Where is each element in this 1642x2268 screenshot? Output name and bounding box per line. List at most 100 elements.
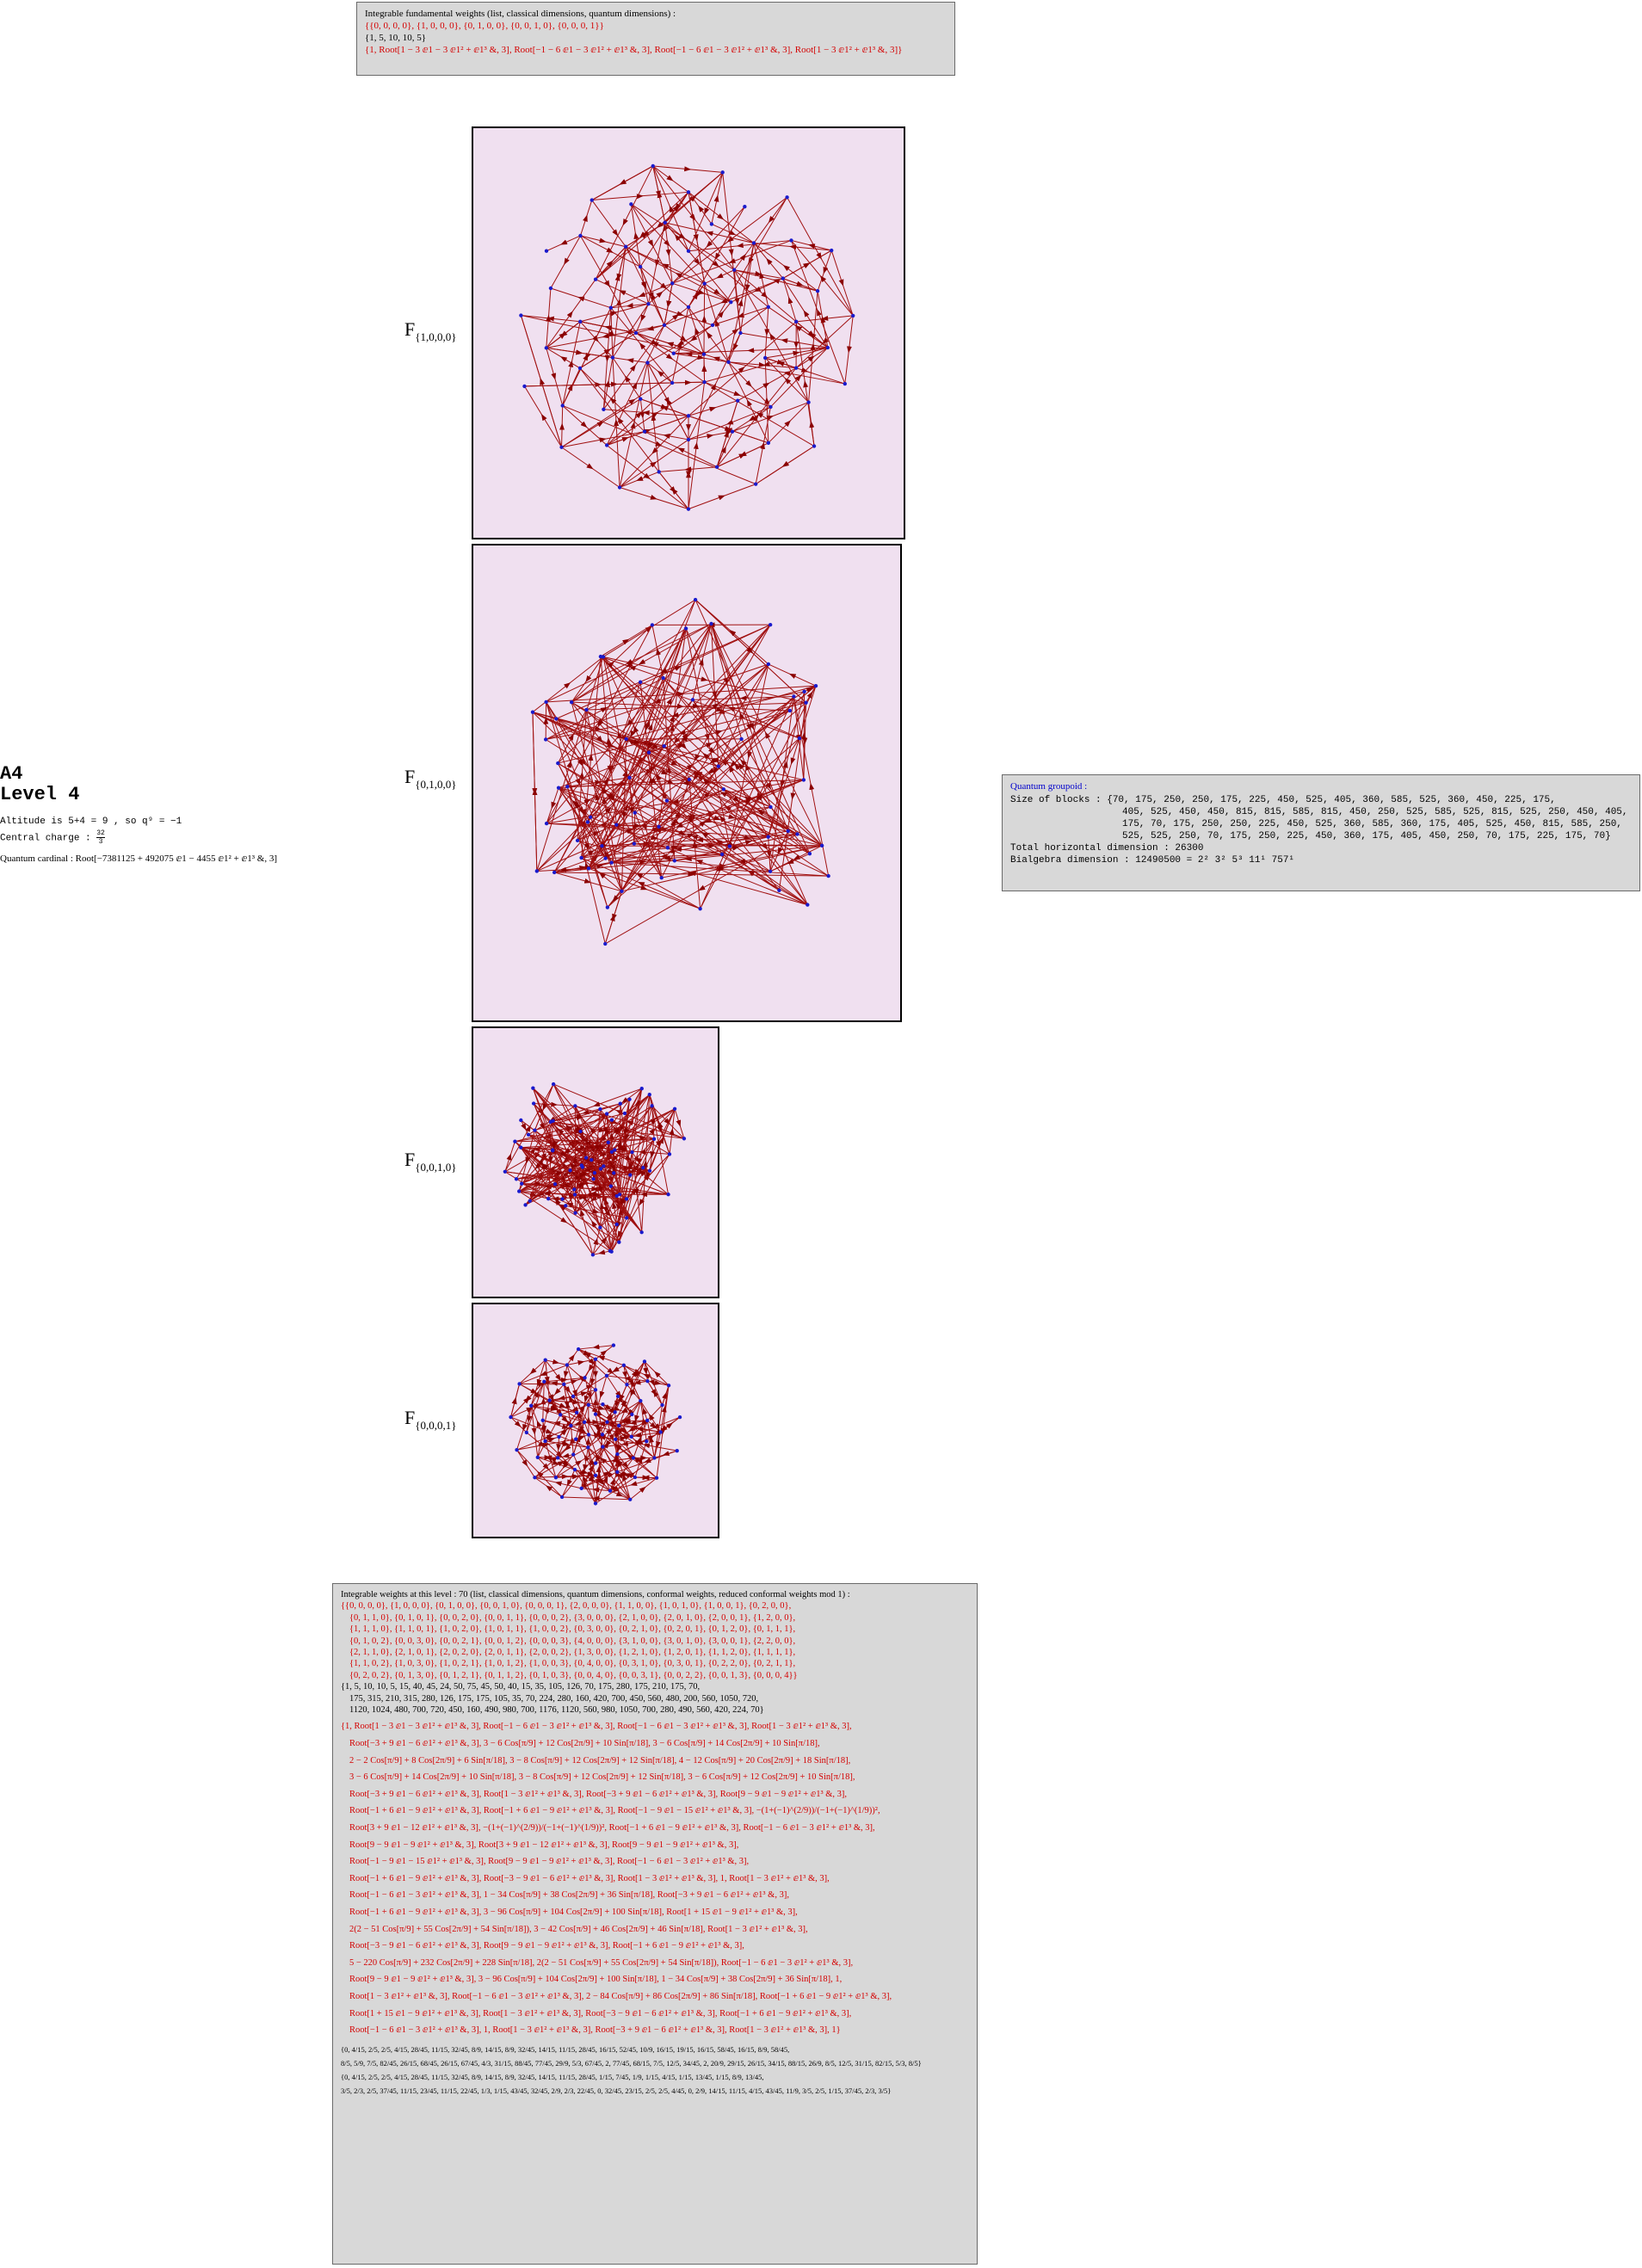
graph-edge [648,752,798,835]
graph-vertex [632,841,637,846]
graph-edge [625,246,665,326]
graph-edge [658,702,806,828]
graph-vertex [598,1167,603,1171]
graph-edge [566,786,608,908]
graph-vertex [639,397,643,401]
graph-edge [614,1439,657,1479]
graph-edge [553,745,665,873]
fusion-graph-2-svg [530,597,830,946]
graph-edge [566,786,606,945]
graph-edge [728,361,797,369]
graph-edge [577,1348,596,1360]
graph-vertex [686,507,691,511]
graph-edge [619,1420,648,1427]
weights-line: {{0, 0, 0, 0}, {1, 0, 0, 0}, {0, 1, 0, 0… [341,1601,792,1612]
graph-edge [688,239,792,252]
graph-edge [574,1469,611,1492]
graph-edge [579,321,614,358]
fusion-graph-3[interactable] [472,1026,719,1298]
graph-vertex [651,1137,657,1141]
qdims-line: {1, Root[1 − 3 ⅇ1 − 3 ⅇ1² + ⅇ1³ &, 3], R… [341,1722,852,1732]
graph-vertex [661,675,665,681]
graph-edge [641,1094,651,1233]
graph-edge [550,1103,620,1123]
central-charge-numerator: 32 [96,829,105,838]
block-sizes-label: Size of blocks : [1010,795,1102,805]
graph-edge [520,315,563,447]
graph-edge [740,332,828,348]
graph-vertex [628,1497,633,1501]
graph-label-letter: F [404,318,416,340]
graph-edge [619,1425,661,1433]
graph-edge [516,1449,535,1478]
graph-edge [571,1421,585,1427]
graph-edge [674,1108,685,1139]
graph-vertex [551,1119,555,1123]
fusion-graph-4[interactable] [472,1303,719,1538]
quantum-groupoid-cell[interactable]: Quantum groupoid : Size of blocks : {70,… [1002,774,1640,891]
fusion-graph-1[interactable] [472,126,905,539]
graph-edge [515,1141,612,1253]
graph-edge [606,1088,643,1114]
graph-edge [658,466,718,472]
graph-edge [618,1088,643,1242]
graph-edge [602,656,668,801]
qdims-line: 5 − 220 Cos[π/9] + 232 Cos[2π/9] + 228 S… [349,1957,854,1968]
graph-edge [688,306,705,354]
qdims-line: Root[−3 + 9 ⅇ1 − 6 ⅇ1² + ⅇ1³ &, 3], Root… [349,1789,848,1799]
graph-vertex [572,1467,577,1472]
block-sizes-line-1: {70, 175, 250, 250, 175, 225, 450, 525, … [1107,795,1556,805]
graph-edge [630,204,673,284]
qdims-line: Root[−3 + 9 ⅇ1 − 6 ⅇ1² + ⅇ1³ &, 3], 3 − … [349,1739,820,1749]
graph-vertex [576,1347,581,1352]
graph-label-letter: F [404,1149,416,1170]
graph-edge [711,172,724,225]
graph-edge [575,1105,655,1140]
graph-vertex [573,1104,577,1108]
graph-edge [722,172,741,334]
graph-vertex [624,736,628,742]
fusion-graph-2[interactable] [472,544,902,1022]
graph-vertex [686,305,691,310]
graph-vertex [766,662,771,667]
graph-edge [716,367,797,468]
graph-vertex [639,1087,644,1091]
graph-edge [534,1446,589,1478]
weights-line: {1, 1, 0, 2}, {1, 0, 3, 0}, {1, 0, 2, 1}… [349,1659,796,1669]
integrable-weights-cell[interactable]: Integrable weights at this level : 70 (l… [332,1583,978,2265]
fundamental-weights-cell[interactable]: Integrable fundamental weights (list, cl… [356,2,955,76]
graph-vertex [672,1106,677,1111]
graph-edge [669,1108,676,1155]
graph-edge [764,357,809,403]
graph-edge [580,235,641,268]
graph-vertex [766,835,770,839]
graph-edge [612,303,649,358]
graph-vertex [586,1433,591,1437]
graph-edge [602,1403,633,1415]
graph-edge [595,1434,603,1504]
graph-edge [521,315,581,323]
graph-edge [629,677,664,778]
graph-vertex [793,366,799,370]
graph-edge [521,315,705,355]
graph-vertex [795,832,799,836]
graph-edge [731,278,784,303]
graph-edge [536,656,604,872]
graph-edge [546,787,559,824]
graph-label-letter: F [404,766,416,787]
graph-vertex [523,1203,528,1207]
graph-vertex [813,683,818,688]
graph-edge [536,866,590,872]
graph-vertex [602,407,606,411]
graph-vertex [721,787,725,792]
graph-vertex [600,844,604,848]
graph-vertex [556,786,561,790]
graph-edge [577,1348,625,1366]
graph-edge [559,405,565,447]
graph-edge [688,192,706,284]
graph-vertex [807,852,812,856]
dims-line: 175, 315, 210, 315, 280, 126, 175, 175, … [349,1693,759,1704]
graph-edge [542,1420,571,1427]
graph-edge [652,165,723,173]
graph-edge [755,446,815,485]
